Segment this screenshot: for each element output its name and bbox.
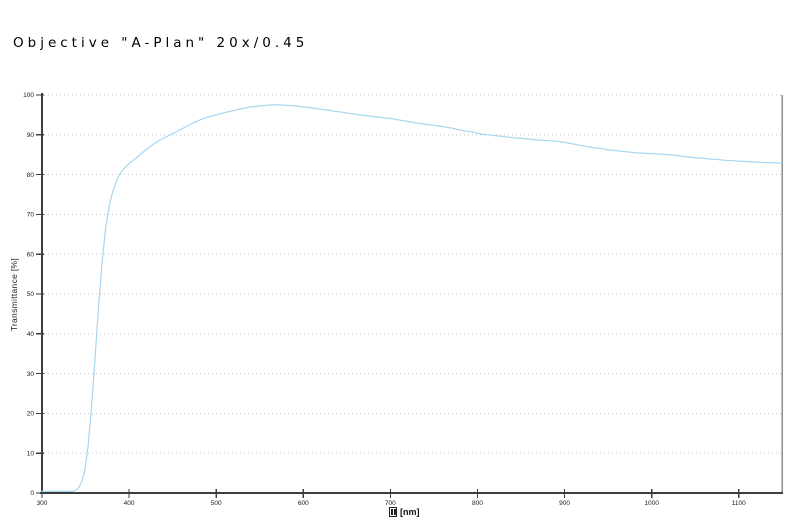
- lambda-missing-glyph-icon: [389, 507, 397, 517]
- y-tick-label: 90: [27, 132, 35, 139]
- x-tick-label: 900: [559, 500, 570, 507]
- x-tick-label: 600: [298, 500, 309, 507]
- x-axis-unit-label: [nm]: [400, 507, 420, 517]
- x-tick-label: 800: [472, 500, 483, 507]
- y-tick-label: 50: [27, 291, 35, 298]
- x-tick-label: 1000: [644, 500, 659, 507]
- x-tick-label: 300: [37, 500, 48, 507]
- y-tick-label: 80: [27, 172, 35, 179]
- x-tick-label: 400: [124, 500, 135, 507]
- x-axis-title: [nm]: [389, 507, 420, 517]
- y-tick-label: 10: [27, 450, 35, 457]
- y-tick-label: 100: [23, 92, 34, 99]
- y-tick-label: 30: [27, 371, 35, 378]
- x-tick-label: 1100: [732, 500, 746, 507]
- x-tick-label: 700: [385, 500, 396, 507]
- chart-title: Objective "A-Plan" 20x/0.45: [13, 35, 309, 51]
- y-tick-label: 20: [27, 411, 35, 418]
- y-tick-label: 0: [30, 490, 34, 497]
- y-tick-label: 60: [27, 251, 35, 258]
- y-tick-label: 40: [27, 331, 35, 338]
- x-tick-label: 500: [211, 500, 222, 507]
- y-tick-label: 70: [27, 212, 35, 219]
- transmittance-curve: [41, 104, 783, 492]
